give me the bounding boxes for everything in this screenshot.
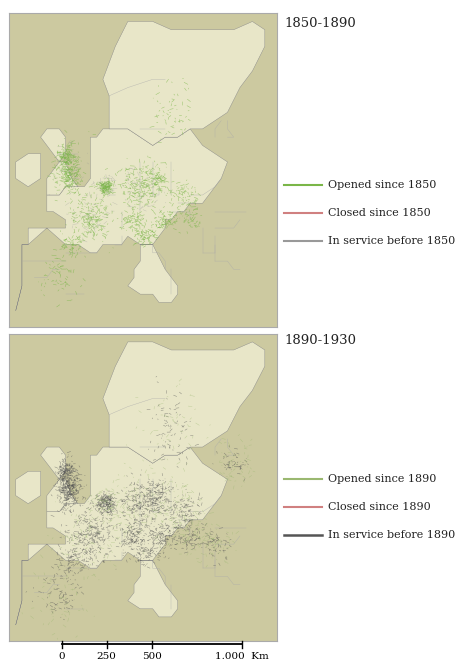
Text: Closed since 1850: Closed since 1850 [328,208,431,218]
Polygon shape [16,447,228,625]
Polygon shape [16,471,41,504]
Text: In service before 1890: In service before 1890 [328,529,455,540]
Polygon shape [41,129,78,195]
Polygon shape [16,129,228,311]
Text: 1890-1930: 1890-1930 [284,334,356,347]
Text: 0: 0 [58,652,65,661]
Polygon shape [41,447,78,512]
Text: Opened since 1890: Opened since 1890 [328,474,437,485]
Text: Closed since 1890: Closed since 1890 [328,502,431,512]
Polygon shape [16,154,41,186]
Text: 500: 500 [142,652,162,661]
Text: In service before 1850: In service before 1850 [328,235,455,246]
Polygon shape [103,342,265,463]
Text: 1.000  Km: 1.000 Km [215,652,269,661]
Text: 1850-1890: 1850-1890 [284,17,356,30]
Text: Opened since 1850: Opened since 1850 [328,180,437,190]
Text: 250: 250 [97,652,117,661]
Polygon shape [103,22,265,145]
